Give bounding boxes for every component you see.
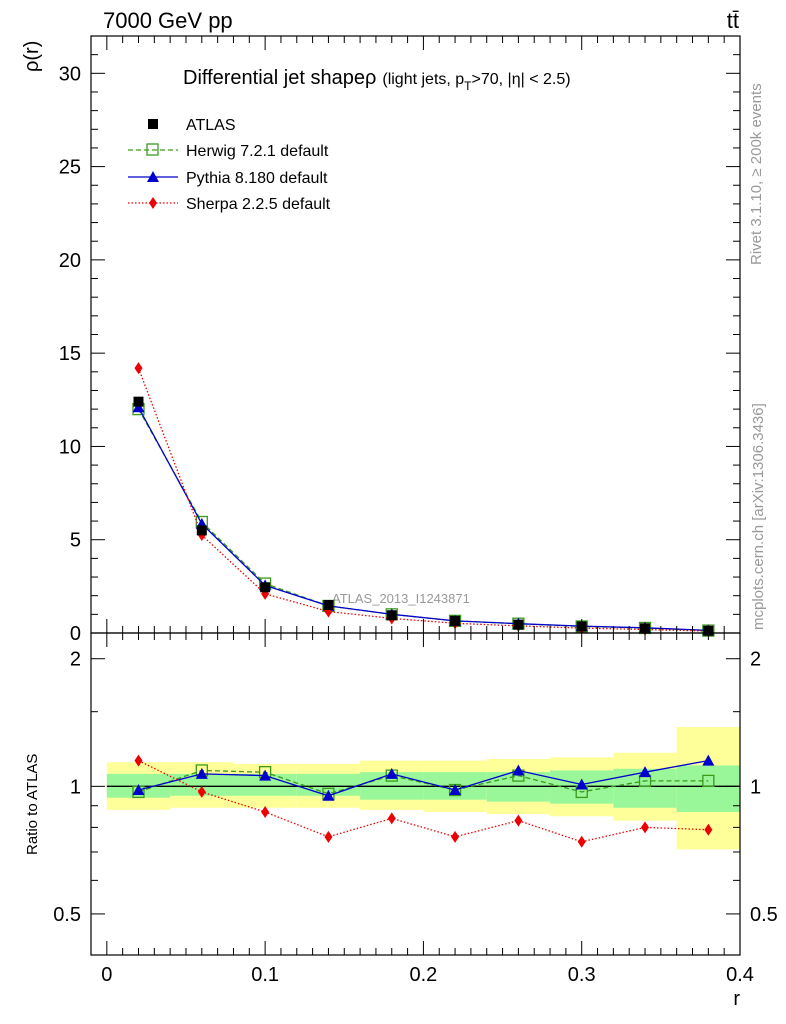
ratio-sherpa-point bbox=[641, 821, 650, 834]
ratio-panel: 0.5 0.5 1 1 2 2 0 0.1 0.2 0.3 0.4 Ratio to ATLAS r bbox=[24, 632, 778, 1010]
ratio-sherpa-point bbox=[261, 805, 270, 818]
legend-label-herwig: Herwig 7.2.1 default bbox=[186, 143, 329, 160]
ratio-sherpa-point bbox=[134, 754, 143, 767]
main-axis-ticks: 0 5 10 15 20 25 30 bbox=[59, 35, 741, 645]
ratio-pythia-point bbox=[512, 764, 525, 776]
ratio-sherpa-point bbox=[704, 823, 713, 836]
ratio-pythia-point bbox=[639, 766, 652, 778]
ratio-pythia-point bbox=[195, 767, 208, 779]
ratio-band-inner bbox=[676, 765, 740, 812]
ratio-xtick-label: 0 bbox=[101, 964, 112, 986]
main-ytick-label: 5 bbox=[70, 530, 81, 552]
title-main: Differential jet shape bbox=[183, 67, 365, 89]
main-ytick-label: 25 bbox=[59, 157, 81, 179]
legend-label-atlas: ATLAS bbox=[186, 117, 236, 134]
legend-entry-herwig: Herwig 7.2.1 default bbox=[128, 143, 329, 160]
legend-marker-pythia bbox=[147, 171, 159, 182]
ratio-xtick-label: 0.2 bbox=[410, 964, 438, 986]
ratio-ytick-label: 2 bbox=[70, 649, 81, 671]
title-rho: ρ bbox=[365, 67, 376, 89]
ratio-ytick-label: 1 bbox=[70, 776, 81, 798]
ratio-sherpa-line bbox=[138, 760, 709, 843]
ratio-y-axis-label: Ratio to ATLAS bbox=[24, 754, 41, 855]
legend-marker-herwig bbox=[146, 143, 159, 156]
main-data-point bbox=[450, 615, 461, 626]
x-axis-label: r bbox=[733, 988, 740, 1010]
ratio-ytick-label-right: 0.5 bbox=[750, 904, 778, 926]
ratio-series bbox=[132, 754, 715, 848]
ratio-axis-ticks: 0.5 0.5 1 1 2 2 0 0.1 0.2 0.3 0.4 bbox=[53, 633, 778, 986]
main-ytick-label: 30 bbox=[59, 63, 81, 85]
legend: ATLAS Herwig 7.2.1 default Pythia 8.180 … bbox=[128, 117, 331, 213]
analysis-watermark: ATLAS_2013_I1243871 bbox=[332, 591, 470, 606]
ratio-pythia-point bbox=[259, 769, 272, 781]
title-subscript: T bbox=[464, 79, 472, 93]
legend-entry-pythia: Pythia 8.180 default bbox=[128, 170, 328, 187]
ratio-ytick-label-right: 2 bbox=[750, 649, 761, 671]
chart-title: Differential jet shapeρ (light jets, pT>7… bbox=[183, 67, 571, 93]
ratio-frame bbox=[90, 632, 741, 956]
ratio-pythia-point bbox=[132, 784, 145, 796]
ratio-sherpa-point bbox=[577, 835, 586, 848]
ratio-herwig-point bbox=[702, 774, 715, 788]
main-pythia-point bbox=[132, 401, 145, 413]
ratio-sherpa-point bbox=[387, 812, 396, 825]
ratio-sherpa-point bbox=[324, 830, 333, 843]
main-ytick-label: 15 bbox=[59, 343, 81, 365]
ratio-band-inner bbox=[170, 773, 234, 796]
ratio-pythia-line bbox=[138, 759, 709, 797]
ratio-ytick-label: 0.5 bbox=[53, 904, 81, 926]
main-data-point bbox=[260, 582, 271, 593]
legend-marker-atlas bbox=[148, 119, 158, 129]
legend-entry-atlas: ATLAS bbox=[148, 117, 236, 134]
ratio-pythia-point bbox=[385, 767, 398, 779]
legend-label-pythia: Pythia 8.180 default bbox=[186, 170, 328, 187]
title-tail-a: (light jets, p bbox=[382, 71, 464, 88]
main-ytick-label: 10 bbox=[59, 436, 81, 458]
main-ytick-label: 0 bbox=[70, 623, 81, 645]
ratio-sherpa-point bbox=[451, 830, 460, 843]
main-data-point bbox=[133, 396, 144, 407]
ratio-xtick-label: 0.1 bbox=[251, 964, 279, 986]
ratio-ytick-label-right: 1 bbox=[750, 776, 761, 798]
ratio-pythia-point bbox=[702, 754, 715, 766]
ratio-pythia-point bbox=[575, 778, 588, 790]
rivet-label: Rivet 3.1.10, ≥ 200k events bbox=[748, 83, 765, 265]
title-tail-b: >70, |η| < 2.5) bbox=[472, 71, 571, 88]
header-process: 7000 GeV pp bbox=[103, 8, 233, 33]
legend-label-sherpa: Sherpa 2.2.5 default bbox=[186, 196, 331, 213]
legend-entry-sherpa: Sherpa 2.2.5 default bbox=[128, 196, 331, 213]
main-y-axis-label: ρ(r) bbox=[21, 41, 43, 72]
ratio-pythia-point bbox=[322, 789, 335, 801]
ratio-herwig-line bbox=[138, 769, 709, 795]
ratio-band-inner bbox=[233, 773, 297, 796]
legend-marker-sherpa bbox=[149, 197, 157, 209]
main-data-point bbox=[196, 525, 207, 536]
ratio-xtick-label: 0.3 bbox=[568, 964, 596, 986]
main-data-point bbox=[386, 610, 397, 621]
header-final-state: tt̄ bbox=[727, 8, 739, 33]
main-sherpa-point bbox=[134, 362, 143, 375]
main-data-point bbox=[323, 600, 334, 611]
ratio-sherpa-point bbox=[514, 814, 523, 827]
mcplots-label: mcplots.cern.ch [arXiv:1306.3436] bbox=[750, 403, 767, 630]
main-data-point bbox=[513, 619, 524, 630]
main-ytick-label: 20 bbox=[59, 250, 81, 272]
ratio-pythia-point bbox=[449, 784, 462, 796]
main-panel: ATLAS_2013_I1243871 0 5 10 15 20 25 30 ρ(r) Di… bbox=[21, 35, 741, 645]
ratio-xtick-label: 0.4 bbox=[726, 964, 754, 986]
ratio-sherpa-point bbox=[197, 785, 206, 798]
